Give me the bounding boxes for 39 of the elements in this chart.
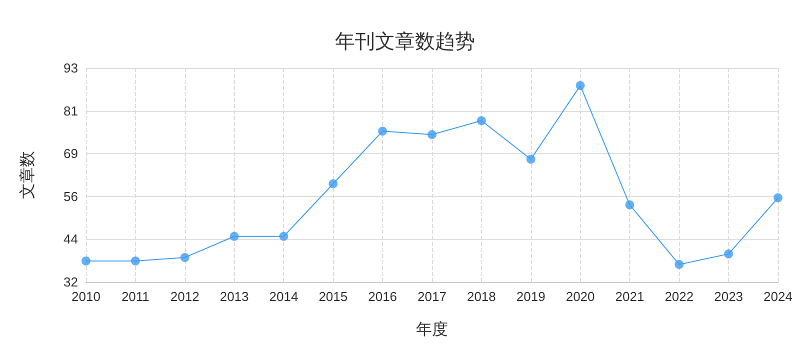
chart-title: 年刊文章数趋势: [335, 29, 475, 53]
x-tick-label: 2012: [170, 289, 200, 304]
point: [180, 252, 190, 262]
x-tick-label: 2010: [72, 289, 100, 304]
x-tick-label: 2011: [121, 289, 150, 304]
x-tick-label: 2022: [664, 289, 694, 304]
y-tick-label: 81: [64, 103, 78, 118]
point: [625, 200, 634, 210]
point: [724, 249, 734, 258]
point: [328, 179, 338, 188]
x-tick-label: 2019: [516, 289, 546, 304]
point: [82, 256, 90, 266]
y-axis-title: 文章数: [18, 151, 36, 199]
x-tick-label: 2021: [615, 289, 644, 304]
point: [674, 260, 684, 269]
x-tick-label: 2015: [318, 289, 348, 304]
x-tick-label: 2020: [566, 289, 595, 304]
x-tick-label: 2013: [220, 289, 249, 304]
point: [476, 116, 486, 126]
x-tick-label: 2014: [269, 289, 298, 304]
point: [279, 232, 288, 241]
point: [576, 81, 585, 90]
x-tick-label: 2017: [418, 289, 446, 304]
y-tick-label: 56: [64, 188, 78, 204]
point: [774, 193, 782, 202]
point: [130, 256, 140, 266]
y-tick-label: 32: [64, 274, 78, 290]
y-tick-label: 93: [64, 60, 78, 76]
y-tick-label: 44: [64, 232, 78, 247]
x-tick-label: 2023: [714, 289, 744, 304]
point: [378, 126, 388, 136]
x-tick-label: 2018: [466, 289, 496, 304]
x-axis-title: 年度: [416, 320, 448, 338]
point: [526, 154, 536, 164]
x-tick-label: 2024: [764, 289, 792, 304]
x-tick-label: 2016: [368, 289, 398, 304]
y-tick-label: 69: [64, 146, 78, 162]
point: [230, 232, 239, 241]
point: [428, 130, 436, 140]
